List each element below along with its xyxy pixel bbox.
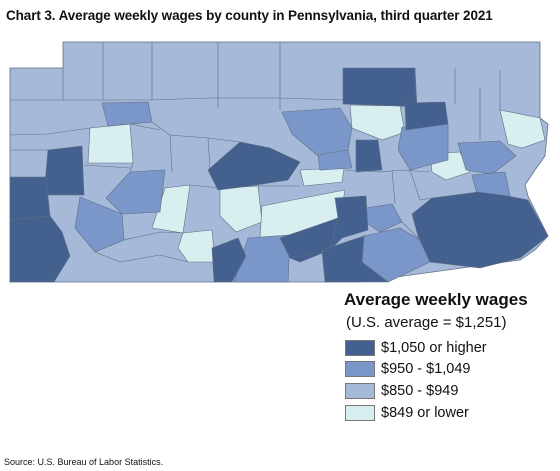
counties-lowest [87, 104, 546, 263]
legend-label: $950 - $1,049 [381, 361, 471, 377]
legend-swatch [345, 340, 375, 356]
legend-subtitle: (U.S. average = $1,251) [346, 314, 507, 331]
legend-item-highest: $1,050 or higher [345, 339, 487, 357]
legend-label: $849 or lower [381, 405, 469, 421]
county-mid-4 [457, 140, 517, 175]
counties-highest [9, 67, 549, 283]
counties-mid-high [74, 101, 517, 283]
source-note: Source: U.S. Bureau of Labor Statistics. [4, 457, 164, 467]
county-low-1 [87, 123, 134, 164]
county-high-3 [43, 145, 85, 196]
county-high-5 [9, 215, 71, 283]
county-high-8 [211, 237, 247, 283]
county-high-10 [329, 195, 369, 251]
legend-title: Average weekly wages [344, 290, 528, 309]
legend-swatch [345, 405, 375, 421]
chart-title: Chart 3. Average weekly wages by county … [6, 8, 493, 23]
legend-item-medium: $850 - $949 [345, 382, 458, 400]
county-low-3 [499, 109, 546, 149]
county-high-7 [355, 139, 383, 173]
county-high-2 [404, 101, 449, 131]
legend-swatch [345, 361, 375, 377]
legend-item-low: $849 or lower [345, 404, 469, 422]
county-mid-6 [317, 149, 353, 171]
county-mid-8 [74, 196, 125, 253]
county-high-12 [411, 191, 549, 269]
county-high-6 [207, 141, 301, 191]
county-high-11 [321, 235, 389, 283]
county-low-7 [219, 185, 263, 233]
county-low-6 [177, 229, 216, 263]
county-high-4 [9, 176, 51, 221]
county-high-1 [342, 67, 418, 109]
legend-label: $1,050 or higher [381, 340, 487, 356]
county-mid-1 [101, 101, 153, 127]
legend-label: $850 - $949 [381, 383, 459, 399]
county-mid-7 [105, 169, 166, 215]
legend-swatch [345, 383, 375, 399]
legend-item-high: $950 - $1,049 [345, 360, 471, 378]
county-boundaries [9, 42, 501, 263]
county-mid-5 [471, 171, 511, 199]
